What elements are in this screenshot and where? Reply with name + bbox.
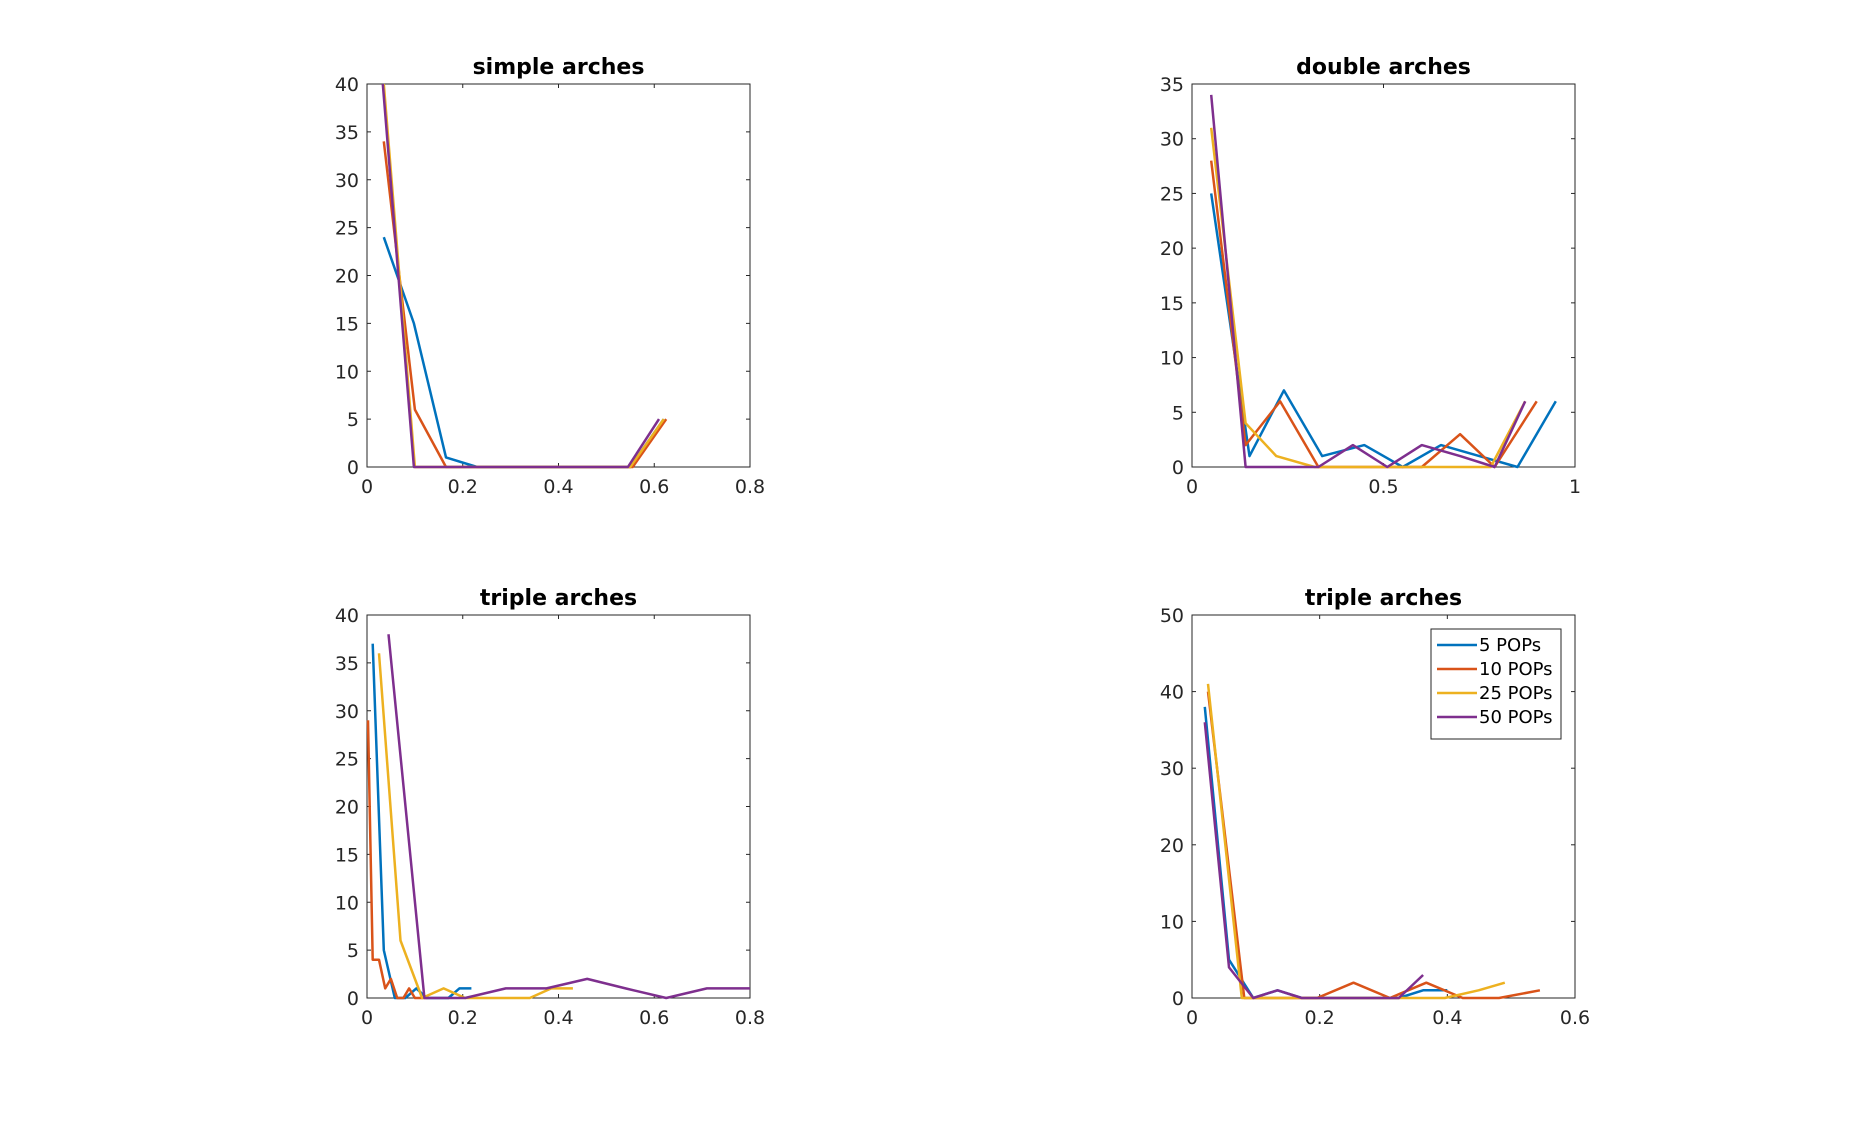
chart-title: triple arches — [1305, 586, 1462, 611]
y-tick-label: 35 — [335, 122, 359, 144]
y-tick-label: 0 — [1172, 457, 1184, 479]
x-tick-label: 1 — [1569, 476, 1581, 498]
chart-panel-4: triple arches 0 0.2 0.4 0.6 0 10 20 30 40 50 5 POPs… — [1160, 586, 1590, 1029]
x-tick-label: 0.4 — [543, 476, 573, 498]
x-tick-label: 0.4 — [1432, 1007, 1462, 1029]
y-tick-label: 40 — [1160, 682, 1184, 704]
series-line-25-pops — [377, 653, 573, 1000]
y-tick-label: 25 — [335, 749, 359, 771]
y-tick-label: 20 — [335, 797, 359, 819]
y-tick-label: 35 — [335, 653, 359, 675]
x-tick-label: 0.6 — [639, 1007, 669, 1029]
chart-panel-3: triple arches 0 0.2 0.4 0.6 0.8 0 5 10 15 20 25 30 35… — [335, 586, 765, 1029]
x-tick-label: 0.2 — [448, 476, 478, 498]
chart-title: double arches — [1296, 55, 1471, 80]
y-tick-label: 0 — [1172, 988, 1184, 1010]
x-tick-label: 0.6 — [1560, 1007, 1590, 1029]
y-tick-label: 0 — [347, 988, 359, 1010]
y-tick-label: 35 — [1160, 74, 1184, 96]
y-tick-label: 5 — [347, 409, 359, 431]
series-line-10-pops — [366, 720, 428, 1000]
x-tick-label: 0 — [1186, 1007, 1198, 1029]
y-tick-label: 40 — [335, 605, 359, 627]
x-tick-label: 0 — [361, 1007, 373, 1029]
y-tick-label: 10 — [1160, 348, 1184, 370]
y-tick-label: 10 — [335, 892, 359, 914]
series-line-50-pops — [387, 634, 750, 1000]
y-tick-label: 10 — [1160, 911, 1184, 933]
legend: 5 POPs 10 POPs 25 POPs 50 POPs — [1430, 628, 1562, 740]
y-tick-label: 50 — [1160, 605, 1184, 627]
plot-area — [366, 83, 751, 468]
legend-box — [1430, 628, 1562, 740]
y-tick-label: 20 — [1160, 238, 1184, 260]
y-tick-label: 30 — [335, 170, 359, 192]
y-tick-label: 15 — [1160, 293, 1184, 315]
chart-panel-1: simple arches 0 0.2 0.4 0.6 0.8 0 5 10 15 20 25 30 35… — [335, 55, 765, 498]
y-tick-label: 30 — [335, 701, 359, 723]
y-tick-label: 0 — [347, 457, 359, 479]
legend-label: 50 POPs — [1479, 707, 1553, 728]
plot-area — [366, 614, 751, 999]
y-tick-label: 5 — [347, 940, 359, 962]
series-line-50-pops — [1203, 722, 1424, 1000]
y-tick-label: 10 — [335, 361, 359, 383]
y-tick-label: 5 — [1172, 402, 1184, 424]
x-tick-label: 0.8 — [735, 476, 765, 498]
y-tick-label: 15 — [335, 313, 359, 335]
series-line-50-pops — [1209, 94, 1527, 469]
series-line-25-pops — [1209, 127, 1527, 469]
y-tick-label: 30 — [1160, 129, 1184, 151]
x-tick-label: 0.5 — [1368, 476, 1398, 498]
y-tick-label: 20 — [1160, 835, 1184, 857]
chart-title: triple arches — [480, 586, 637, 611]
y-tick-label: 20 — [335, 266, 359, 288]
y-tick-label: 40 — [335, 74, 359, 96]
legend-label: 10 POPs — [1479, 659, 1553, 680]
x-tick-label: 0.8 — [735, 1007, 765, 1029]
x-tick-label: 0.2 — [448, 1007, 478, 1029]
y-tick-label: 30 — [1160, 758, 1184, 780]
series-line-50-pops — [381, 83, 661, 469]
legend-label: 5 POPs — [1479, 635, 1541, 656]
y-tick-label: 25 — [1160, 183, 1184, 205]
x-tick-label: 0 — [1186, 476, 1198, 498]
x-tick-label: 0.4 — [543, 1007, 573, 1029]
plot-area — [1191, 83, 1576, 468]
y-tick-label: 25 — [335, 218, 359, 240]
chart-title: simple arches — [473, 55, 645, 80]
x-tick-label: 0.2 — [1305, 1007, 1335, 1029]
y-tick-label: 15 — [335, 844, 359, 866]
legend-label: 25 POPs — [1479, 683, 1553, 704]
x-tick-label: 0.6 — [639, 476, 669, 498]
x-tick-label: 0 — [361, 476, 373, 498]
